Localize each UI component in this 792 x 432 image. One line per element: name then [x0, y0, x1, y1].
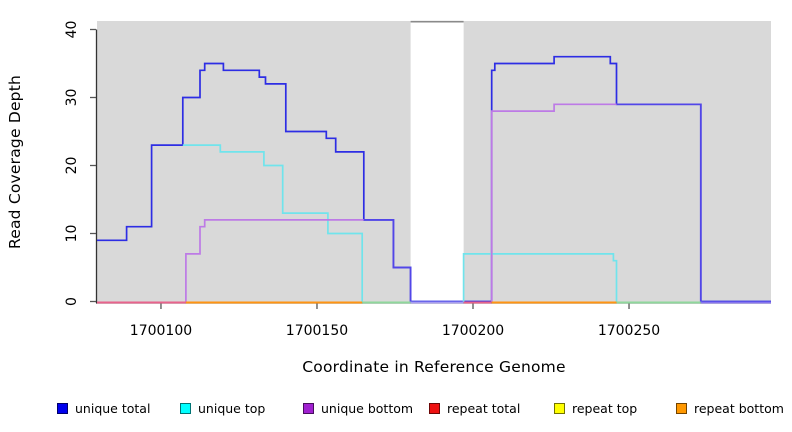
legend-label-repeat-bottom: repeat bottom [694, 400, 784, 416]
legend-swatch-unique-total [57, 402, 68, 414]
legend-item-unique-top: unique top [180, 399, 265, 417]
x-tick-label: 1700100 [130, 323, 192, 339]
series-line-unique-top [462, 253, 618, 302]
y-tick-label: 20 [64, 157, 80, 175]
legend-label-unique-total: unique total [75, 400, 151, 416]
overlap-line [363, 219, 412, 302]
legend-item-repeat-bottom: repeat bottom [676, 399, 784, 417]
y-tick-label: 10 [64, 225, 80, 243]
y-tick-label: 30 [64, 89, 80, 107]
legend-label-repeat-top: repeat top [572, 400, 638, 416]
legend-swatch-repeat-bottom [676, 402, 687, 414]
overlap-line [616, 103, 702, 302]
legend-swatch-repeat-top [554, 402, 565, 414]
legend-swatch-unique-top [180, 402, 191, 414]
legend-label-repeat-total: repeat total [447, 400, 521, 416]
x-tick-label: 1700250 [598, 323, 660, 339]
x-axis-title: Coordinate in Reference Genome [302, 358, 566, 376]
legend-swatch-unique-bottom [303, 402, 314, 414]
legend: unique total unique top unique bottom repea… [0, 399, 792, 419]
coverage-plot-canvas: 1700100 1700150 1700200 1700250 0 10 20 30 40 [64, 21, 771, 339]
legend-item-repeat-top: repeat top [554, 399, 637, 417]
x-tick-label: 1700150 [286, 323, 348, 339]
legend-label-unique-bottom: unique bottom [321, 400, 414, 416]
contig-shade-left [97, 21, 411, 303]
y-tick-label: 0 [64, 297, 80, 306]
x-tick-label: 1700200 [442, 323, 504, 339]
series-line-unique-bottom [185, 219, 364, 302]
y-axis-title: Read Coverage Depth [6, 74, 24, 250]
legend-swatch-repeat-total [429, 402, 440, 414]
legend-item-unique-total: unique total [57, 399, 150, 417]
legend-label-unique-top: unique top [198, 400, 266, 416]
legend-item-unique-bottom: unique bottom [303, 399, 413, 417]
series-line-unique-bottom [490, 103, 617, 302]
series-line-unique-total [97, 55, 771, 303]
y-tick-label: 40 [64, 21, 80, 39]
legend-item-repeat-total: repeat total [429, 399, 520, 417]
series-line-unique-top [182, 144, 364, 302]
